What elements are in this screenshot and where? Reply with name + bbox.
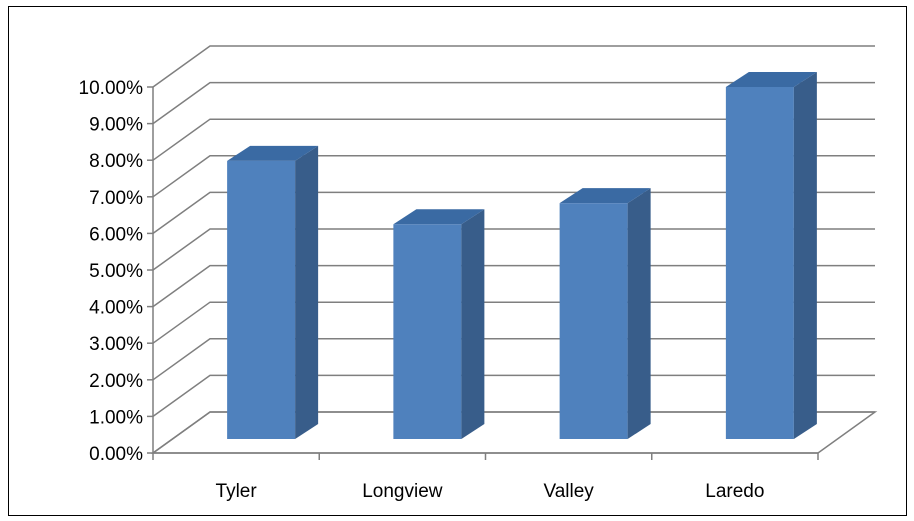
bar <box>227 145 319 440</box>
axes <box>147 86 819 460</box>
y-tick-label: 10.00% <box>79 78 144 99</box>
gridline <box>152 155 875 198</box>
gridline <box>152 81 875 125</box>
bar-top <box>227 145 319 161</box>
y-tick-label: 7.00% <box>89 188 143 209</box>
bar-front <box>227 160 296 440</box>
x-category-label: Longview <box>362 481 443 502</box>
bar-side <box>793 72 817 439</box>
labels: 0.00% 1.00% 2.00% 3.00% 4.00% 5.00% 6.00% 7.00%… <box>79 78 765 502</box>
gridline <box>152 374 875 418</box>
gridline <box>152 264 875 308</box>
y-tick-label: 3.00% <box>89 334 143 355</box>
gridlines <box>152 45 875 454</box>
gridline <box>152 228 875 271</box>
y-tick-label: 5.00% <box>89 261 143 282</box>
gridline <box>152 191 875 235</box>
y-tick-label: 8.00% <box>89 151 143 172</box>
bar-side <box>461 209 485 439</box>
bar-side <box>295 145 319 440</box>
gridline <box>152 338 875 381</box>
y-tick-label: 0.00% <box>89 444 143 465</box>
bar <box>393 209 485 439</box>
bar-front <box>559 203 628 439</box>
bar <box>559 188 651 439</box>
y-tick-label: 2.00% <box>89 371 143 392</box>
y-tick-label: 4.00% <box>89 298 143 319</box>
y-tick-label: 9.00% <box>89 115 143 136</box>
y-tick-label: 6.00% <box>89 224 143 245</box>
gridline <box>152 411 875 454</box>
gridline <box>152 45 875 88</box>
gridline <box>152 301 875 344</box>
bar-front <box>725 87 794 439</box>
bars <box>227 72 817 440</box>
bar <box>725 72 817 439</box>
bar-top <box>559 188 651 204</box>
bar-side <box>627 188 651 439</box>
gridline <box>152 118 875 161</box>
bar-front <box>393 224 462 439</box>
y-tick-label: 1.00% <box>89 407 143 428</box>
bar-top <box>725 72 817 87</box>
bar-top <box>393 209 485 225</box>
x-category-label: Tyler <box>216 481 258 502</box>
x-category-label: Laredo <box>705 481 764 502</box>
x-category-label: Valley <box>543 481 594 502</box>
